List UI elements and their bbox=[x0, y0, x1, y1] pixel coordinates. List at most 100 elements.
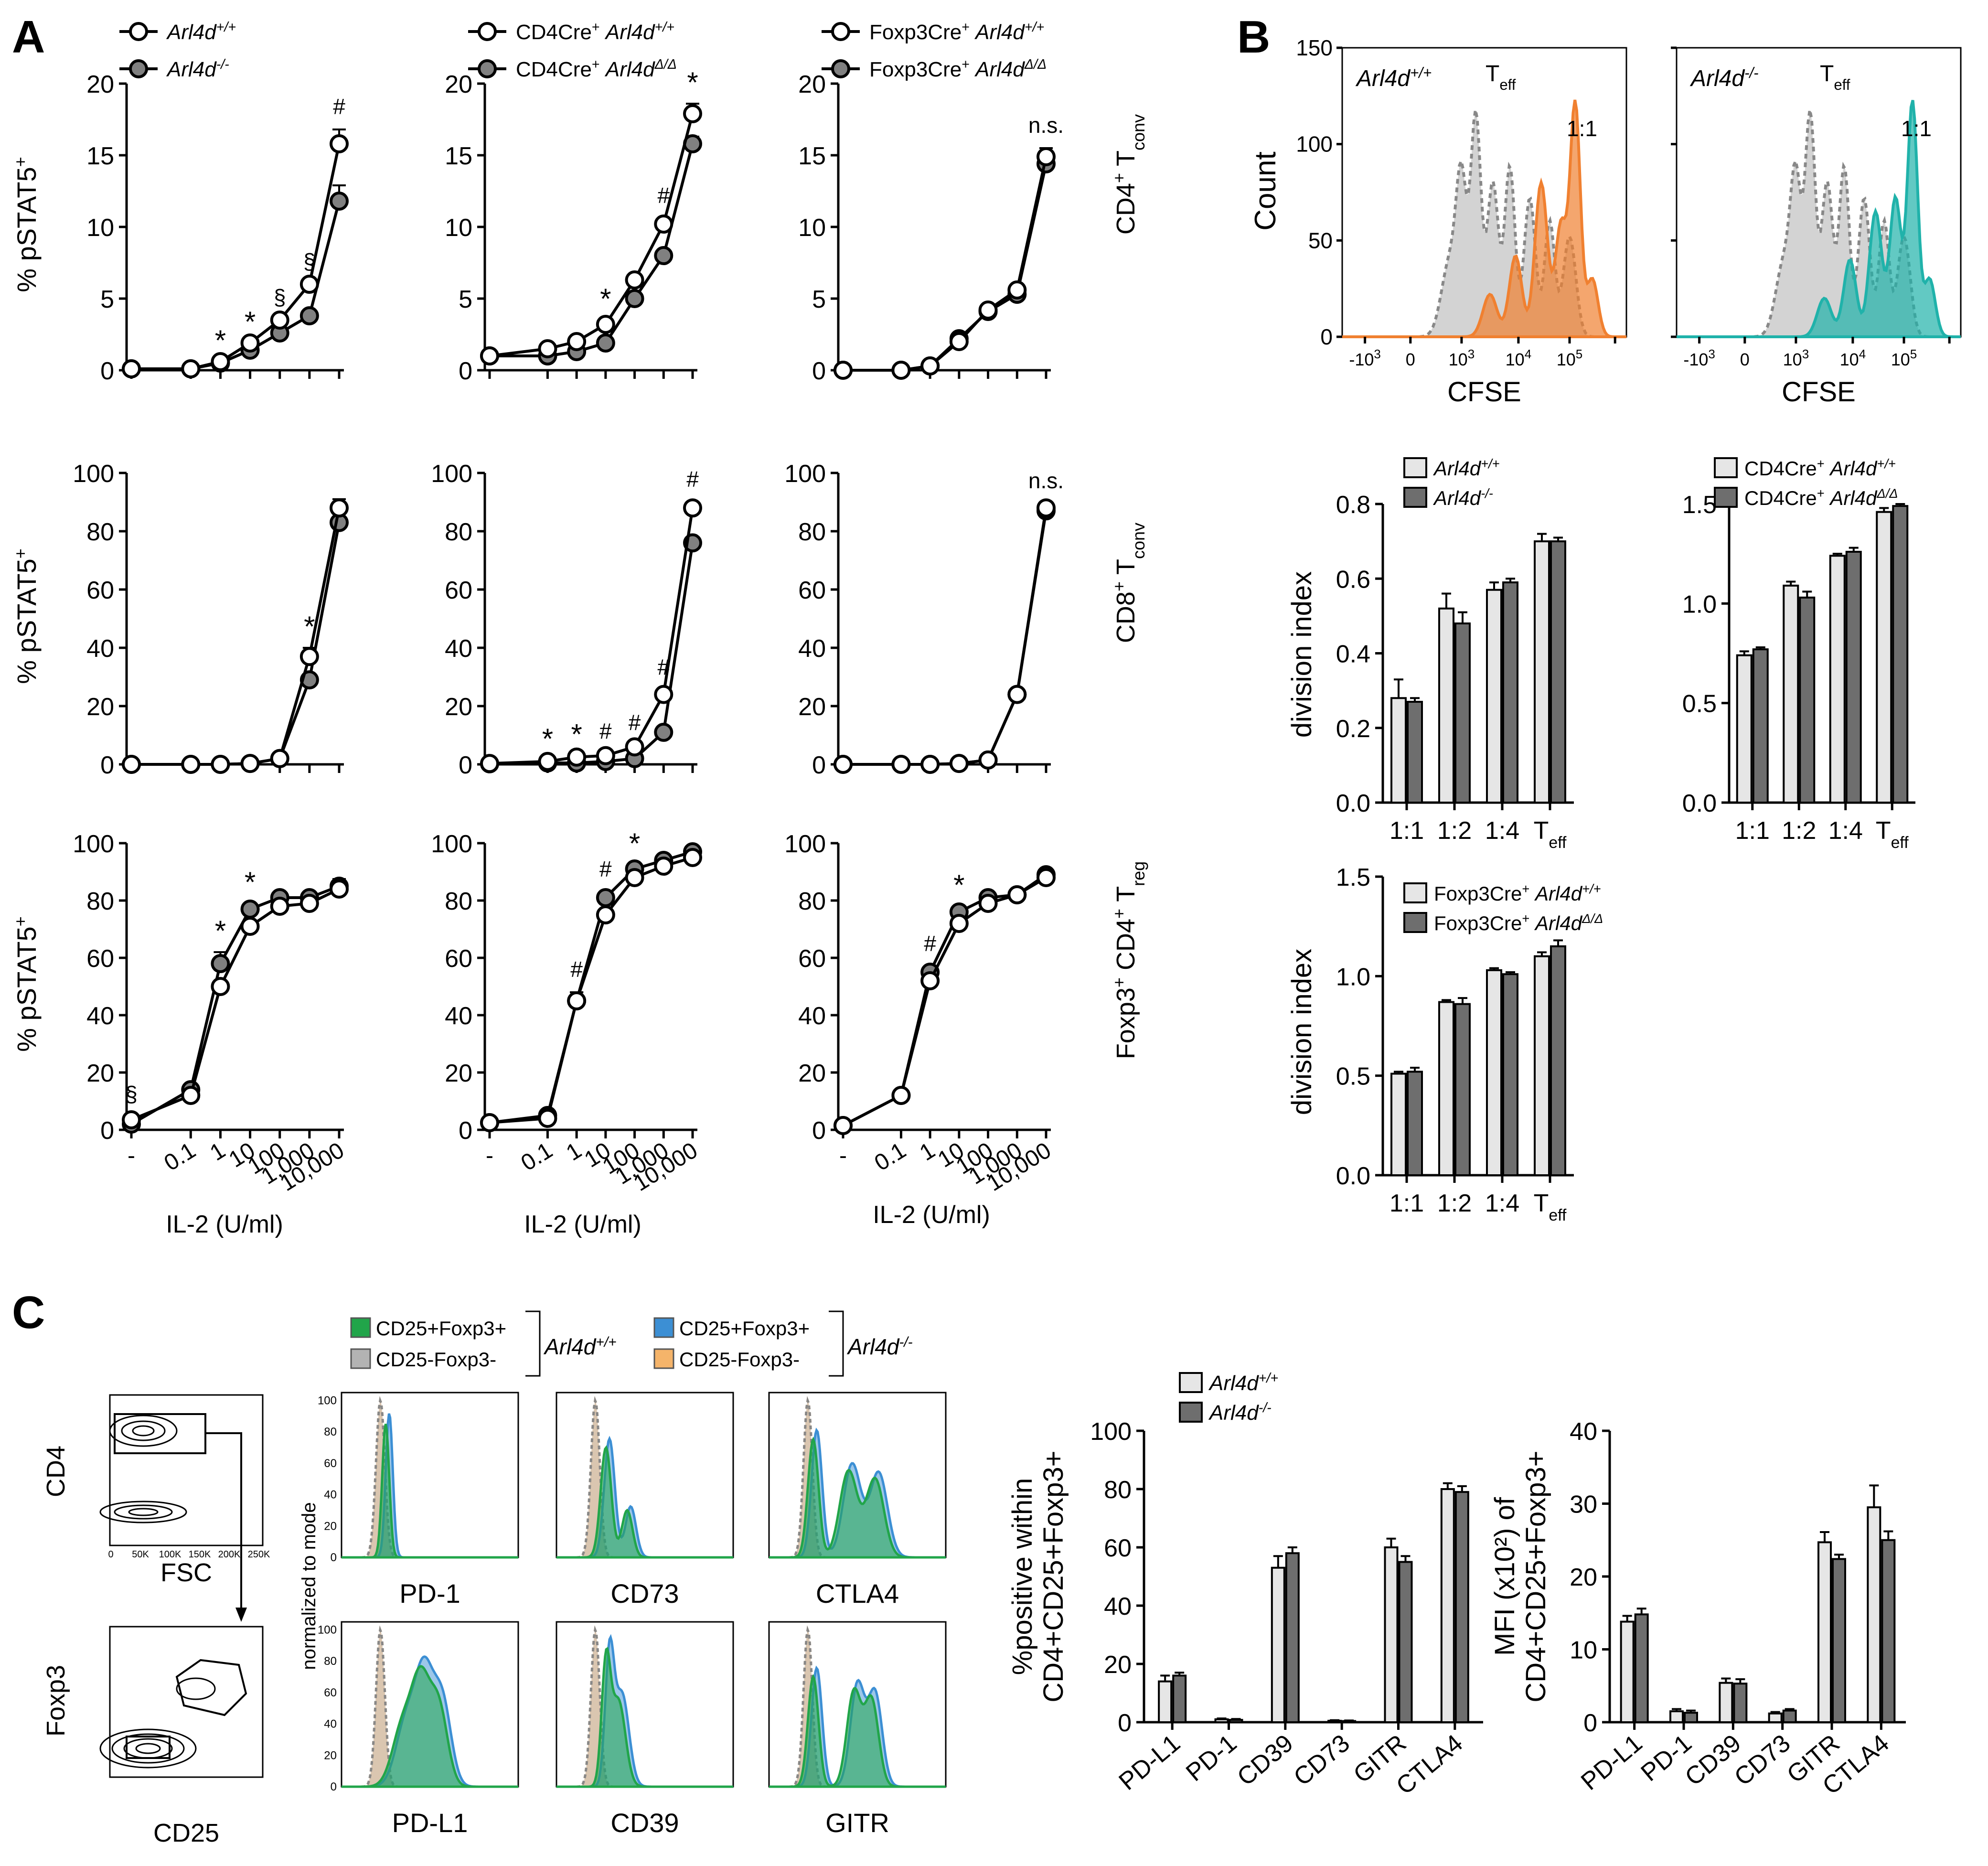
flow-cd4-fsc: FSC CD4 0 50K 100K 150K 200K 250K bbox=[42, 1394, 270, 1622]
legend-label: Foxp3Cre+ Arl4d+/+ bbox=[1434, 881, 1601, 905]
data-point bbox=[949, 754, 969, 773]
foxp3-label: Foxp3 bbox=[42, 1665, 70, 1737]
y-tick-label: 100 bbox=[1090, 1418, 1132, 1446]
y-tick-label: 0.0 bbox=[1336, 1162, 1370, 1190]
legend-label: CD4Cre+ Arl4d+/+ bbox=[516, 20, 674, 44]
y-tick-label: 40 bbox=[798, 635, 826, 663]
bar bbox=[1783, 584, 1799, 804]
x-tick-label: 1:1 bbox=[1735, 817, 1770, 845]
legend-label: CD4Cre+ Arl4dΔ/Δ bbox=[516, 57, 677, 81]
bar bbox=[1669, 1710, 1684, 1723]
legend-swatch bbox=[1403, 487, 1427, 508]
y-tick-label: 60 bbox=[798, 945, 826, 973]
a-ylabel-2: % pSTAT5+ bbox=[11, 548, 42, 684]
ratio-label: 1:1 bbox=[1901, 116, 1932, 141]
data-point bbox=[211, 352, 230, 371]
bar bbox=[1271, 1566, 1285, 1723]
legend-swatch bbox=[1403, 912, 1427, 933]
a-xlabel-1: IL-2 (U/ml) bbox=[166, 1211, 283, 1238]
data-point bbox=[949, 332, 969, 351]
y-tick-label: 0 bbox=[100, 357, 114, 385]
data-point bbox=[330, 498, 349, 518]
bar bbox=[1719, 1682, 1733, 1723]
data-point bbox=[654, 685, 673, 704]
c-bar2-ylabel-1: MFI (x10²) of bbox=[1489, 1497, 1520, 1656]
bar bbox=[1867, 1506, 1881, 1723]
x-tick-label: 1:2 bbox=[1437, 817, 1472, 845]
y-tick-label: 20 bbox=[798, 1060, 826, 1087]
data-point bbox=[920, 971, 940, 990]
data-point bbox=[596, 905, 615, 924]
x-tick-label: PD-1 bbox=[1181, 1729, 1242, 1787]
x-tick-label: 104 bbox=[1506, 347, 1532, 369]
y-tick-label: 20 bbox=[1104, 1651, 1132, 1679]
bar bbox=[1752, 648, 1769, 804]
data-point bbox=[920, 356, 940, 375]
fsc-tick-label: 150K bbox=[189, 1549, 211, 1560]
x-tick-label: Teff bbox=[1534, 817, 1567, 852]
bar bbox=[1736, 654, 1753, 804]
data-point bbox=[122, 1110, 141, 1129]
data-point bbox=[1007, 280, 1027, 300]
x-tick-label: 103 bbox=[1449, 347, 1475, 369]
legend-swatch bbox=[1179, 1372, 1203, 1393]
y-tick-label: 20 bbox=[798, 71, 826, 98]
density-contour bbox=[135, 1743, 161, 1754]
bar bbox=[1390, 1072, 1407, 1176]
ko-positive-histogram bbox=[556, 1436, 733, 1559]
y-tick-label: 10 bbox=[86, 214, 114, 242]
legend-marker bbox=[129, 59, 148, 78]
b-ylabel-1: division index bbox=[1286, 571, 1317, 738]
ko-negative-histogram bbox=[342, 1396, 518, 1559]
legend-bracket bbox=[829, 1310, 844, 1377]
c-bar1-ylabel-2: CD4+CD25+Foxp3+ bbox=[1038, 1450, 1069, 1702]
ko-positive-histogram bbox=[342, 1413, 518, 1559]
a-ylabel-3: % pSTAT5+ bbox=[11, 916, 42, 1051]
bar bbox=[1454, 1491, 1469, 1724]
y-tick-label: 100 bbox=[318, 1394, 337, 1407]
legend-label: Arl4d+/+ bbox=[166, 20, 236, 44]
bar bbox=[1829, 555, 1846, 804]
chart-a6: 0 20 40 60 80 100 n.s. bbox=[784, 460, 1064, 779]
significance-label: n.s. bbox=[1028, 468, 1064, 493]
c-histogram-6: GITR bbox=[768, 1621, 947, 1838]
x-tick-label: 1:2 bbox=[1437, 1190, 1472, 1217]
treg-gate bbox=[175, 1659, 247, 1716]
ko-negative-histogram bbox=[556, 1625, 733, 1788]
data-point bbox=[181, 755, 201, 774]
a-xlabel-3: IL-2 (U/ml) bbox=[873, 1201, 990, 1229]
y-tick-label: 40 bbox=[1570, 1418, 1597, 1446]
series-line bbox=[842, 876, 1047, 1127]
wt-negative-histogram bbox=[342, 1396, 518, 1559]
legend-label: CD25-Foxp3- bbox=[376, 1348, 496, 1371]
data-point bbox=[654, 246, 673, 265]
y-tick-label: 80 bbox=[445, 888, 472, 915]
y-tick-label: 80 bbox=[798, 888, 826, 915]
y-tick-label: 0 bbox=[812, 1117, 826, 1145]
y-tick-label: 20 bbox=[324, 1749, 337, 1762]
data-point bbox=[299, 647, 319, 666]
x-tick-label: 103 bbox=[1783, 347, 1809, 369]
fsc-tick-label: 50K bbox=[132, 1549, 149, 1560]
chart-a2: 0 5 10 15 20 * # * bbox=[445, 66, 702, 385]
cd4-gate bbox=[114, 1413, 206, 1454]
bar bbox=[1892, 505, 1909, 804]
b-histogram-2: -103 0 103 104 105 CFSE Arl4d-/- Teff 1:1 bbox=[1671, 46, 1962, 408]
bar bbox=[1876, 511, 1892, 804]
y-tick-label: 100 bbox=[1296, 132, 1333, 157]
x-tick-label: -103 bbox=[1683, 347, 1715, 369]
y-tick-label: 1.0 bbox=[1682, 590, 1717, 618]
x-tick-label: 105 bbox=[1557, 347, 1583, 369]
significance-label: # bbox=[657, 654, 670, 679]
marker-label: CD39 bbox=[610, 1808, 679, 1838]
legend-swatch bbox=[653, 1317, 674, 1338]
y-tick-label: 0 bbox=[812, 751, 826, 779]
x-tick-label: 0 bbox=[1406, 350, 1415, 369]
y-tick-label: 60 bbox=[445, 945, 472, 973]
bar bbox=[1634, 1613, 1649, 1724]
y-tick-label: 20 bbox=[445, 71, 472, 98]
legend-swatch bbox=[350, 1317, 371, 1338]
ko-negative-histogram bbox=[556, 1396, 733, 1559]
y-tick-label: 0 bbox=[459, 1117, 472, 1145]
y-tick-label: 100 bbox=[784, 830, 826, 858]
